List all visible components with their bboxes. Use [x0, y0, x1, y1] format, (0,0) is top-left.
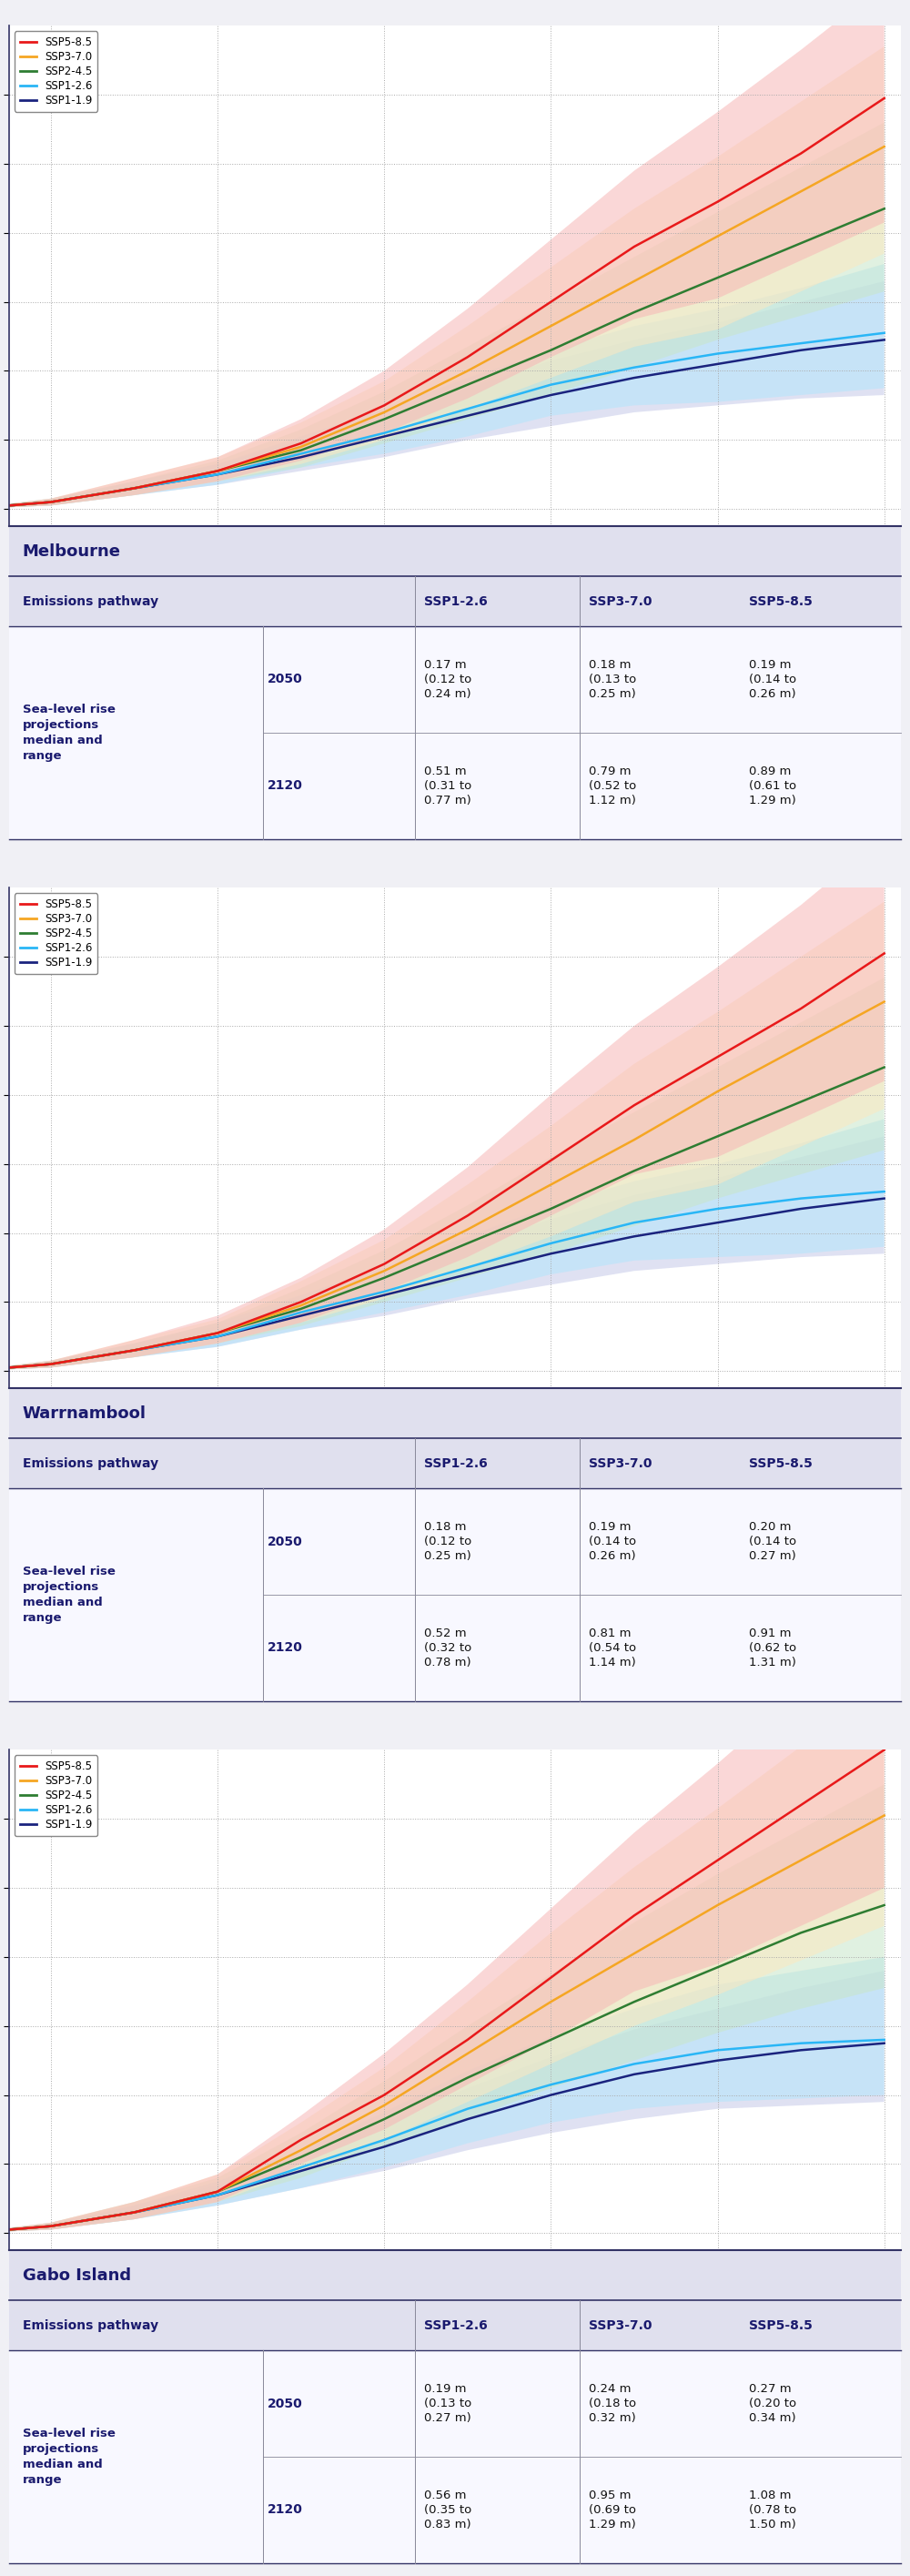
Text: SSP5-8.5: SSP5-8.5: [749, 595, 813, 608]
Text: 0.56 m
(0.35 to
0.83 m): 0.56 m (0.35 to 0.83 m): [424, 2488, 471, 2530]
Text: Sea-level rise
projections
median and
range: Sea-level rise projections median and ra…: [23, 1566, 116, 1623]
Text: 0.91 m
(0.62 to
1.31 m): 0.91 m (0.62 to 1.31 m): [749, 1628, 797, 1669]
Text: 0.89 m
(0.61 to
1.29 m): 0.89 m (0.61 to 1.29 m): [749, 765, 797, 806]
Text: 0.51 m
(0.31 to
0.77 m): 0.51 m (0.31 to 0.77 m): [424, 765, 471, 806]
Bar: [9, 2349, 901, 2563]
Text: 0.18 m
(0.12 to
0.25 m): 0.18 m (0.12 to 0.25 m): [424, 1520, 471, 1561]
Text: SSP3-7.0: SSP3-7.0: [589, 2318, 652, 2331]
Text: Emissions pathway: Emissions pathway: [23, 595, 158, 608]
Bar: [9, 1388, 901, 1437]
Text: Sea-level rise
projections
median and
range: Sea-level rise projections median and ra…: [23, 2427, 116, 2486]
Text: Sea-level rise
projections
median and
range: Sea-level rise projections median and ra…: [23, 703, 116, 762]
Text: 2120: 2120: [268, 2504, 303, 2517]
Legend: SSP5-8.5, SSP3-7.0, SSP2-4.5, SSP1-2.6, SSP1-1.9: SSP5-8.5, SSP3-7.0, SSP2-4.5, SSP1-2.6, …: [15, 894, 97, 974]
Text: 2120: 2120: [268, 1641, 303, 1654]
Text: 2050: 2050: [268, 2398, 303, 2411]
Text: SSP1-2.6: SSP1-2.6: [424, 595, 487, 608]
Text: Emissions pathway: Emissions pathway: [23, 1458, 158, 1471]
Text: 0.19 m
(0.14 to
0.26 m): 0.19 m (0.14 to 0.26 m): [749, 659, 797, 701]
Text: Melbourne: Melbourne: [23, 544, 121, 559]
Text: 0.52 m
(0.32 to
0.78 m): 0.52 m (0.32 to 0.78 m): [424, 1628, 471, 1669]
Text: 0.20 m
(0.14 to
0.27 m): 0.20 m (0.14 to 0.27 m): [749, 1520, 797, 1561]
Text: 0.18 m
(0.13 to
0.25 m): 0.18 m (0.13 to 0.25 m): [589, 659, 636, 701]
Bar: [9, 577, 901, 626]
Text: 2050: 2050: [268, 1535, 303, 1548]
Text: SSP1-2.6: SSP1-2.6: [424, 2318, 487, 2331]
Legend: SSP5-8.5, SSP3-7.0, SSP2-4.5, SSP1-2.6, SSP1-1.9: SSP5-8.5, SSP3-7.0, SSP2-4.5, SSP1-2.6, …: [15, 31, 97, 111]
Bar: [9, 1437, 901, 1489]
Text: 0.79 m
(0.52 to
1.12 m): 0.79 m (0.52 to 1.12 m): [589, 765, 636, 806]
Text: Emissions pathway: Emissions pathway: [23, 2318, 158, 2331]
Bar: [9, 1489, 901, 1700]
Bar: [9, 2300, 901, 2349]
Text: 0.95 m
(0.69 to
1.29 m): 0.95 m (0.69 to 1.29 m): [589, 2488, 636, 2530]
Bar: [9, 626, 901, 840]
Bar: [9, 526, 901, 577]
Text: 2050: 2050: [268, 672, 303, 685]
Text: 0.19 m
(0.14 to
0.26 m): 0.19 m (0.14 to 0.26 m): [589, 1520, 636, 1561]
Text: 1.08 m
(0.78 to
1.50 m): 1.08 m (0.78 to 1.50 m): [749, 2488, 797, 2530]
Text: Gabo Island: Gabo Island: [23, 2267, 131, 2282]
Text: SSP3-7.0: SSP3-7.0: [589, 595, 652, 608]
Legend: SSP5-8.5, SSP3-7.0, SSP2-4.5, SSP1-2.6, SSP1-1.9: SSP5-8.5, SSP3-7.0, SSP2-4.5, SSP1-2.6, …: [15, 1754, 97, 1837]
Text: 0.19 m
(0.13 to
0.27 m): 0.19 m (0.13 to 0.27 m): [424, 2383, 471, 2424]
Text: SSP5-8.5: SSP5-8.5: [749, 2318, 813, 2331]
Bar: [9, 2251, 901, 2300]
Text: SSP1-2.6: SSP1-2.6: [424, 1458, 487, 1471]
Text: Warrnambool: Warrnambool: [23, 1404, 147, 1422]
Text: SSP5-8.5: SSP5-8.5: [749, 1458, 813, 1471]
Text: SSP3-7.0: SSP3-7.0: [589, 1458, 652, 1471]
Text: 0.27 m
(0.20 to
0.34 m): 0.27 m (0.20 to 0.34 m): [749, 2383, 797, 2424]
Text: 0.17 m
(0.12 to
0.24 m): 0.17 m (0.12 to 0.24 m): [424, 659, 471, 701]
Text: 0.24 m
(0.18 to
0.32 m): 0.24 m (0.18 to 0.32 m): [589, 2383, 636, 2424]
Text: 2120: 2120: [268, 781, 303, 793]
Text: 0.81 m
(0.54 to
1.14 m): 0.81 m (0.54 to 1.14 m): [589, 1628, 636, 1669]
